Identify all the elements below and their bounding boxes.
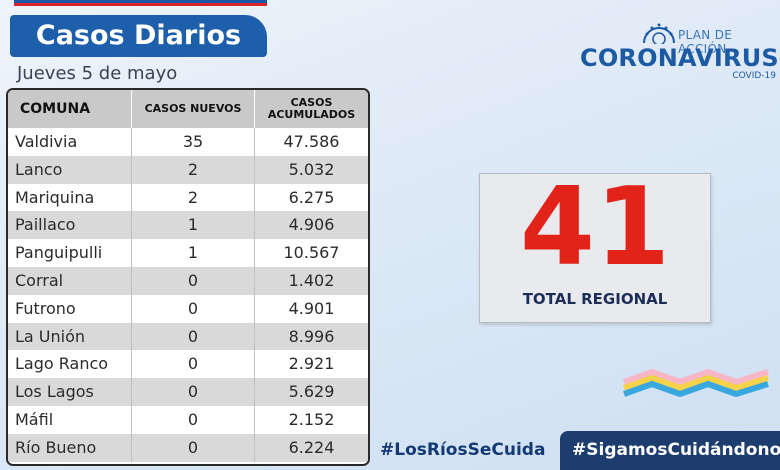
table-row: La Unión 0 8.996 (8, 322, 368, 351)
total-value: 41 (519, 165, 671, 290)
cell-acumulados: 10.567 (283, 243, 340, 263)
table-body: Valdivia 35 47.586 Lanco 2 5.032 Mariquina 2 6… (8, 128, 368, 462)
table-row: Los Lagos 0 5.629 (8, 378, 368, 406)
cell-nuevos: 0 (132, 350, 255, 379)
hashtag-los-rios: #LosRíosSeCuida (380, 440, 546, 460)
table-row: Corral 0 1.402 (8, 266, 368, 295)
cell-nuevos: 0 (132, 294, 255, 323)
cell-acumulados: 47.586 (283, 132, 340, 151)
cell-comuna: Mariquina (8, 183, 132, 212)
virus-icon (643, 23, 675, 44)
cell-comuna: Corral (8, 266, 132, 295)
cell-nuevos: 0 (132, 266, 255, 295)
cell-nuevos: 2 (132, 183, 255, 212)
cell-comuna: Lago Ranco (8, 350, 132, 379)
table-row: Panguipulli 1 10.567 (8, 239, 368, 267)
cell-acumulados: 2.921 (288, 354, 335, 374)
header-acum-line2: ACUMULADOS (267, 108, 356, 121)
total-regional-card: 41 TOTAL REGIONAL (479, 173, 711, 323)
plan-coronavirus-logo: PLAN DE ACCIÓN CORONAVIRUS COVID-19 (578, 22, 779, 86)
table-row: Máfil 0 2.152 (8, 405, 368, 434)
cell-comuna: Los Lagos (8, 378, 132, 406)
logo-main-text: CORONAVIRUS (580, 44, 779, 72)
table-row: Paillaco 1 4.906 (8, 211, 368, 240)
cell-nuevos: 0 (132, 433, 255, 462)
table-row: Futrono 0 4.901 (8, 294, 368, 323)
page-title: Casos Diarios (10, 15, 267, 57)
cell-comuna: Valdivia (8, 128, 132, 156)
cell-comuna: Paillaco (8, 211, 132, 240)
total-label: TOTAL REGIONAL (522, 290, 668, 308)
cell-acumulados: 6.224 (288, 437, 335, 457)
cell-acumulados: 5.032 (288, 159, 335, 179)
logo-plan-text: PLAN DE ACCIÓN (678, 28, 733, 56)
table-row: Río Bueno 0 6.224 (8, 433, 368, 462)
header-acum-line1: CASOS (290, 96, 333, 109)
header-casos-acumulados: CASOS ACUMULADOS (255, 90, 368, 128)
cell-acumulados: 8.996 (288, 326, 335, 346)
table-header-row: COMUNA CASOS NUEVOS CASOS ACUMULADOS (8, 90, 368, 128)
cell-acumulados: 5.629 (288, 382, 335, 402)
cell-acumulados: 4.906 (288, 215, 335, 235)
cell-comuna: Río Bueno (8, 433, 132, 462)
table-row: Lago Ranco 0 2.921 (8, 350, 368, 379)
table-row: Lanco 2 5.032 (8, 155, 368, 184)
cell-comuna: Futrono (8, 294, 132, 323)
cell-comuna: Panguipulli (8, 239, 132, 267)
cell-acumulados: 6.275 (288, 187, 335, 207)
top-flag-stripe (14, 0, 267, 6)
cell-nuevos: 0 (132, 378, 255, 406)
cell-acumulados: 1.402 (288, 270, 335, 290)
table-row: Valdivia 35 47.586 (8, 128, 368, 156)
cases-table: COMUNA CASOS NUEVOS CASOS ACUMULADOS Val… (6, 88, 370, 466)
hashtag-sigamos: #SigamosCuidándonos (560, 431, 780, 470)
header-comuna: COMUNA (8, 90, 132, 128)
cell-nuevos: 0 (132, 322, 255, 351)
cell-nuevos: 35 (132, 128, 255, 156)
cell-acumulados: 2.152 (288, 409, 335, 429)
cell-acumulados: 4.901 (288, 298, 335, 318)
logo-sub-text: COVID-19 (732, 71, 776, 81)
cell-nuevos: 2 (132, 155, 255, 184)
table-row: Mariquina 2 6.275 (8, 183, 368, 212)
cell-nuevos: 0 (132, 405, 255, 434)
wave-decoration (622, 369, 769, 397)
date-label: Jueves 5 de mayo (17, 63, 178, 84)
cell-nuevos: 1 (132, 239, 255, 267)
cell-comuna: La Unión (8, 322, 132, 351)
cell-nuevos: 1 (132, 211, 255, 240)
header-casos-nuevos: CASOS NUEVOS (132, 90, 255, 128)
cell-comuna: Lanco (8, 155, 132, 184)
cell-comuna: Máfil (8, 405, 132, 434)
